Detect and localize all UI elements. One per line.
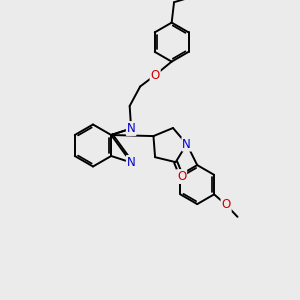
Text: N: N (182, 138, 191, 151)
Text: O: O (151, 69, 160, 82)
Text: N: N (127, 122, 136, 135)
Text: O: O (177, 170, 186, 183)
Text: N: N (127, 156, 136, 169)
Text: O: O (221, 198, 231, 212)
